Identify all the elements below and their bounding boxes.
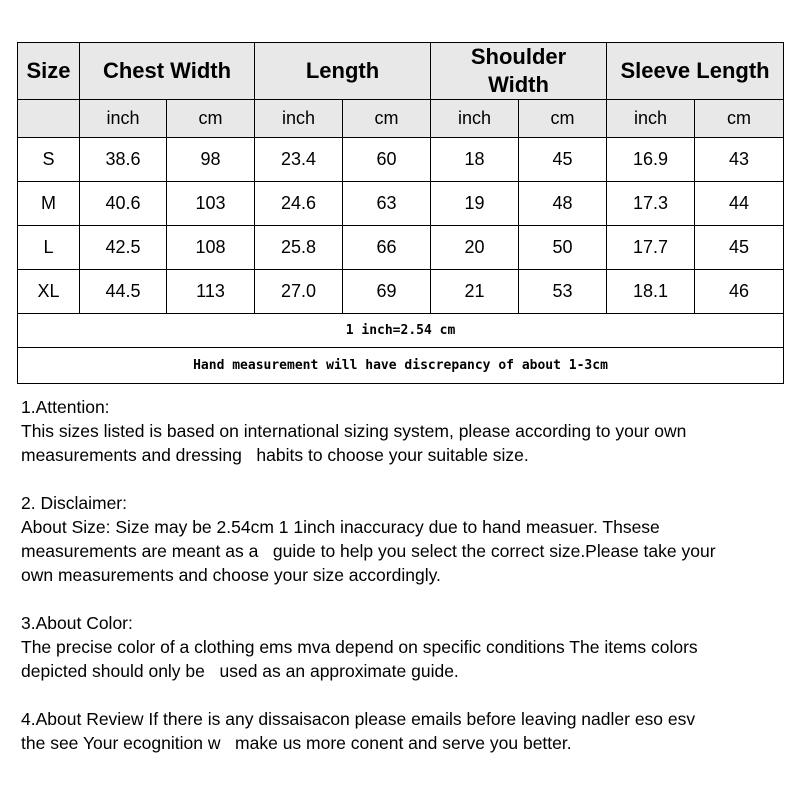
measurement-cell: 24.6 <box>254 181 343 226</box>
measurement-cell: 18.1 <box>606 269 696 314</box>
unit-cell: inch <box>606 99 696 138</box>
measurement-cell: 46 <box>694 269 785 314</box>
measurement-cell: 43 <box>694 137 785 182</box>
measurement-cell: 53 <box>518 269 608 314</box>
measurement-cell: 50 <box>518 225 608 270</box>
header-length: Length <box>253 42 432 100</box>
measurement-cell: 18 <box>430 137 520 182</box>
table-row: XL 44.5 113 27.0 69 21 53 18.1 46 <box>17 269 785 314</box>
measurement-note-row: Hand measurement will have discrepancy o… <box>16 347 785 384</box>
note-paragraph: 3.About Color: The precise color of a clo… <box>21 611 791 683</box>
notes-section: 1.Attention: This sizes listed is based o… <box>21 395 791 779</box>
note-text-line: measurements and dressing habits to choo… <box>21 445 529 465</box>
note-paragraph: 4.About Review If there is any dissaisac… <box>21 707 791 755</box>
note-text-line: This sizes listed is based on internatio… <box>21 421 687 441</box>
units-row: inch cm inch cm inch cm inch cm <box>17 99 785 138</box>
unit-cell: inch <box>79 99 167 138</box>
conversion-note: 1 inch=2.54 cm <box>16 313 785 348</box>
conversion-note-row: 1 inch=2.54 cm <box>16 313 785 348</box>
measurement-cell: 45 <box>694 225 785 270</box>
measurement-cell: 66 <box>341 225 432 270</box>
measurement-cell: 48 <box>518 181 608 226</box>
measurement-cell: 20 <box>430 225 520 270</box>
note-paragraph: 1.Attention: This sizes listed is based o… <box>21 395 791 467</box>
measurement-cell: 40.6 <box>79 181 167 226</box>
unit-cell: cm <box>694 99 785 138</box>
note-text-line: own measurements and choose your size ac… <box>21 565 441 585</box>
header-size: Size <box>17 42 80 100</box>
unit-cell: cm <box>518 99 608 138</box>
unit-cell: inch <box>430 99 520 138</box>
note-text-line: measurements are meant as a guide to hel… <box>21 541 716 561</box>
measurement-cell: 69 <box>341 269 432 314</box>
measurement-cell: 63 <box>341 181 432 226</box>
measurement-cell: 17.3 <box>606 181 696 226</box>
unit-cell: inch <box>254 99 343 138</box>
size-label: M <box>17 181 80 226</box>
measurement-cell: 113 <box>166 269 255 314</box>
note-text-line: About Size: Size may be 2.54cm 1 1inch i… <box>21 517 660 537</box>
note-text-line: the see Your ecognition w make us more c… <box>21 733 572 753</box>
measurement-cell: 23.4 <box>254 137 343 182</box>
measurement-cell: 44 <box>694 181 785 226</box>
header-chest-width: Chest Width <box>79 42 255 100</box>
size-chart-table: Size Chest Width Length Shoulder Width S… <box>16 42 785 384</box>
header-shoulder-width: Shoulder Width <box>430 42 608 100</box>
measurement-cell: 38.6 <box>79 137 167 182</box>
note-text-line: The precise color of a clothing ems mva … <box>21 637 698 657</box>
note-heading-line: 1.Attention: <box>21 397 110 417</box>
measurement-cell: 108 <box>166 225 255 270</box>
unit-cell: cm <box>341 99 432 138</box>
measurement-cell: 44.5 <box>79 269 167 314</box>
measurement-cell: 42.5 <box>79 225 167 270</box>
size-label: XL <box>17 269 80 314</box>
measurement-cell: 98 <box>166 137 255 182</box>
measurement-cell: 25.8 <box>254 225 343 270</box>
measurement-cell: 19 <box>430 181 520 226</box>
size-label: L <box>17 225 80 270</box>
measurement-cell: 27.0 <box>254 269 343 314</box>
header-row: Size Chest Width Length Shoulder Width S… <box>17 42 785 100</box>
note-text-line: depicted should only be used as an appro… <box>21 661 459 681</box>
note-heading-line: 4.About Review If there is any dissaisac… <box>21 709 696 729</box>
note-heading-line: 2. Disclaimer: <box>21 493 127 513</box>
note-paragraph: 2. Disclaimer: About Size: Size may be 2.… <box>21 491 791 587</box>
table-row: L 42.5 108 25.8 66 20 50 17.7 45 <box>17 225 785 270</box>
measurement-cell: 45 <box>518 137 608 182</box>
note-heading-line: 3.About Color: <box>21 613 133 633</box>
table-row: S 38.6 98 23.4 60 18 45 16.9 43 <box>17 137 785 182</box>
measurement-cell: 17.7 <box>606 225 696 270</box>
size-label: S <box>17 137 80 182</box>
measurement-note: Hand measurement will have discrepancy o… <box>16 347 785 384</box>
header-sleeve-length: Sleeve Length <box>606 42 785 100</box>
measurement-cell: 21 <box>430 269 520 314</box>
units-blank <box>17 99 80 138</box>
unit-cell: cm <box>166 99 255 138</box>
measurement-cell: 60 <box>341 137 432 182</box>
table-row: M 40.6 103 24.6 63 19 48 17.3 44 <box>17 181 785 226</box>
measurement-cell: 16.9 <box>606 137 696 182</box>
measurement-cell: 103 <box>166 181 255 226</box>
